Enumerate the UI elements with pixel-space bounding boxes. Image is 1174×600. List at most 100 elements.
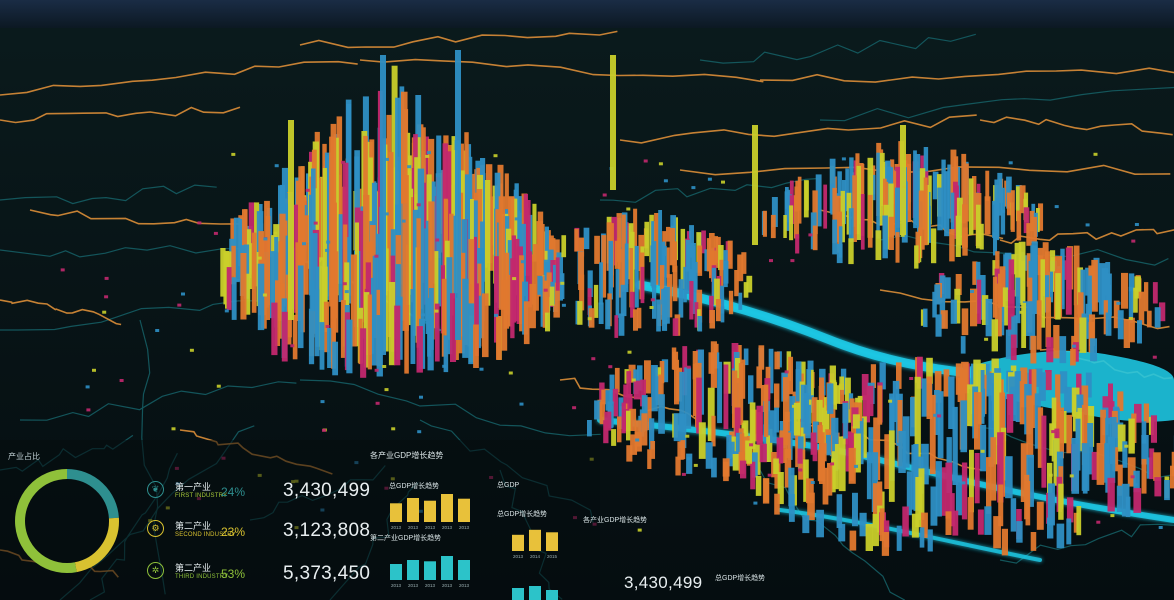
- mini-bar-label: 2013: [408, 583, 419, 588]
- mini-bar-label: 2015: [547, 554, 558, 559]
- city-dot: [1071, 344, 1076, 348]
- mini-bar: [407, 560, 419, 580]
- city-bar: [544, 262, 550, 281]
- city-bar: [737, 254, 744, 282]
- city-dot: [707, 177, 712, 181]
- city-bar: [549, 286, 555, 306]
- city-bar: [783, 215, 787, 238]
- city-bar: [617, 248, 622, 298]
- city-dot: [1116, 301, 1121, 305]
- city-bar: [955, 475, 963, 516]
- city-bar: [1005, 456, 1013, 499]
- city-bar: [1026, 223, 1032, 246]
- city-bar: [910, 397, 917, 437]
- city-bar: [913, 150, 917, 229]
- city-bar: [556, 252, 564, 301]
- city-bar: [976, 279, 982, 324]
- city-bar: [871, 452, 879, 512]
- city-bar: [823, 184, 828, 229]
- city-dot: [984, 337, 989, 341]
- city-dot: [602, 193, 607, 197]
- city-bar: [832, 219, 838, 255]
- city-bar: [634, 245, 639, 308]
- city-bar: [849, 157, 854, 212]
- city-bar: [609, 374, 615, 404]
- city-bar: [977, 509, 984, 535]
- city-bar: [314, 289, 320, 357]
- city-dot: [686, 457, 691, 461]
- city-bar: [979, 223, 984, 250]
- city-bar: [677, 441, 684, 460]
- city-bar: [1031, 241, 1038, 314]
- city-bar: [1038, 203, 1044, 231]
- city-bar: [720, 285, 725, 314]
- city-bar: [783, 420, 789, 446]
- city-bar: [594, 400, 601, 420]
- city-bar: [686, 453, 693, 474]
- city-bar: [488, 196, 494, 271]
- city-bar: [427, 314, 434, 371]
- city-dot: [493, 154, 498, 158]
- city-dot: [384, 388, 389, 392]
- city-bar: [731, 436, 739, 458]
- city-bar: [812, 225, 818, 251]
- city-dot: [263, 237, 268, 241]
- city-bar: [750, 461, 756, 490]
- city-bar: [839, 376, 845, 390]
- city-bar: [843, 419, 848, 439]
- city-bar: [611, 216, 618, 266]
- city-dot: [693, 463, 698, 467]
- city-bar: [544, 296, 550, 313]
- city-dot: [627, 350, 632, 354]
- city-bar: [1081, 404, 1089, 465]
- stream-path: [299, 379, 601, 437]
- city-bar: [1146, 310, 1152, 328]
- city-bar: [674, 359, 680, 405]
- city-bar: [937, 391, 944, 459]
- city-bar: [644, 360, 651, 394]
- city-bar: [346, 319, 353, 374]
- city-bar: [275, 280, 281, 346]
- city-bar: [735, 432, 743, 463]
- city-bar: [872, 513, 879, 547]
- city-bar: [297, 265, 304, 349]
- city-dot: [650, 298, 655, 302]
- city-bar: [711, 457, 717, 478]
- city-bar: [1133, 470, 1140, 493]
- city-bar: [537, 275, 542, 295]
- city-bar: [334, 251, 339, 333]
- mini-bar-chart-teal-partial: [512, 586, 558, 600]
- city-bar: [1070, 349, 1076, 366]
- city-bar: [641, 413, 648, 446]
- city-dot: [325, 325, 330, 328]
- city-bar: [993, 516, 1001, 549]
- city-dot: [320, 400, 325, 404]
- city-bar: [468, 303, 475, 365]
- city-dot: [691, 186, 696, 190]
- city-bar: [380, 55, 386, 355]
- city-bar: [340, 300, 346, 358]
- city-bar: [743, 348, 749, 366]
- city-dot: [177, 303, 182, 307]
- panel-title: 产业占比: [8, 452, 40, 461]
- city-bar: [242, 209, 247, 279]
- city-bar: [614, 367, 620, 393]
- city-bar: [1170, 465, 1174, 489]
- city-bar: [914, 376, 921, 468]
- city-bar: [906, 163, 912, 222]
- city-dot: [854, 464, 858, 468]
- city-bar: [561, 235, 567, 258]
- row2-title: 第二产业: [175, 521, 212, 531]
- city-bar: [1138, 291, 1145, 325]
- city-bar: [637, 365, 643, 391]
- city-dot: [896, 442, 901, 446]
- city-bar: [672, 265, 678, 302]
- city-bar: [929, 394, 936, 475]
- city-bar: [986, 457, 992, 514]
- mini-bar: [441, 494, 453, 522]
- city-bar: [1141, 421, 1147, 444]
- city-bar: [350, 254, 357, 347]
- city-bar: [1019, 185, 1026, 214]
- road-path: [359, 58, 764, 83]
- city-bar: [680, 228, 686, 289]
